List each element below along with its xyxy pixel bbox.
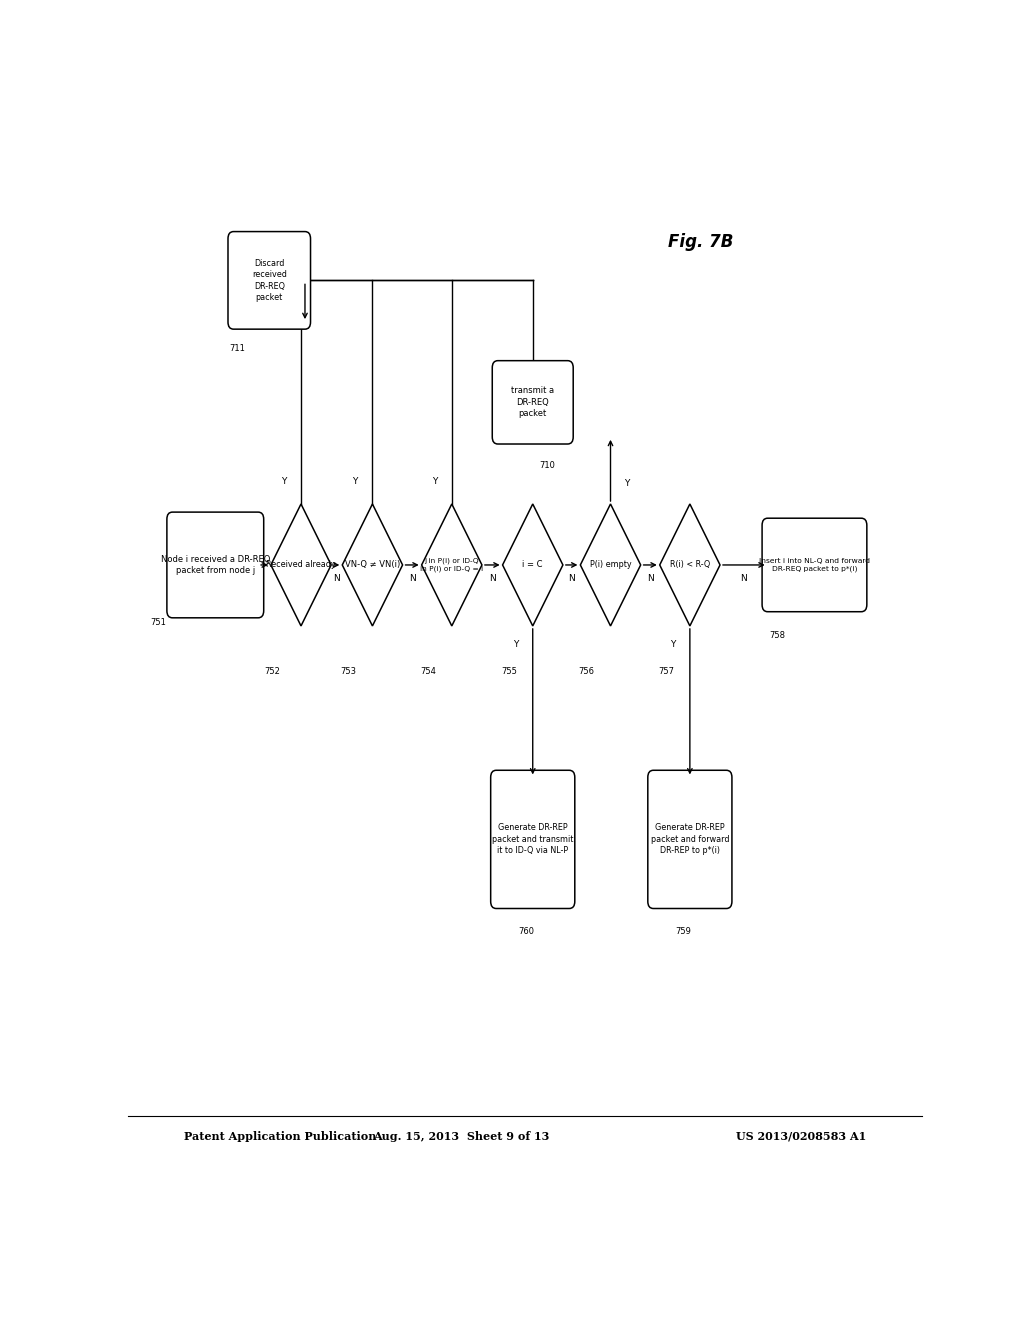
Text: Fig. 7B: Fig. 7B — [668, 232, 733, 251]
Text: 753: 753 — [341, 667, 356, 676]
Text: 710: 710 — [539, 461, 555, 470]
Text: 756: 756 — [579, 667, 595, 676]
Text: Patent Application Publication: Patent Application Publication — [183, 1131, 376, 1142]
Text: Generate DR-REP
packet and transmit
it to ID-Q via NL-P: Generate DR-REP packet and transmit it t… — [493, 824, 573, 855]
Text: Discard
received
DR-REQ
packet: Discard received DR-REQ packet — [252, 259, 287, 302]
Text: 758: 758 — [769, 631, 785, 640]
FancyBboxPatch shape — [228, 231, 310, 329]
Text: Node i received a DR-REQ
packet from node j: Node i received a DR-REQ packet from nod… — [161, 554, 270, 576]
Polygon shape — [422, 504, 482, 626]
Polygon shape — [659, 504, 720, 626]
FancyBboxPatch shape — [167, 512, 264, 618]
Text: US 2013/0208583 A1: US 2013/0208583 A1 — [736, 1131, 866, 1142]
Text: 754: 754 — [420, 667, 436, 676]
Text: N: N — [647, 574, 653, 582]
Polygon shape — [581, 504, 641, 626]
Text: Insert i into NL-Q and forward
DR-REQ packet to p*(i): Insert i into NL-Q and forward DR-REQ pa… — [759, 558, 870, 572]
FancyBboxPatch shape — [493, 360, 573, 444]
Text: 755: 755 — [501, 667, 517, 676]
Text: 760: 760 — [518, 928, 535, 936]
Text: P(i) empty: P(i) empty — [590, 561, 632, 569]
Text: Aug. 15, 2013  Sheet 9 of 13: Aug. 15, 2013 Sheet 9 of 13 — [373, 1131, 550, 1142]
Text: 752: 752 — [264, 667, 281, 676]
Text: R(i) < R-Q: R(i) < R-Q — [670, 561, 710, 569]
Text: Y: Y — [281, 477, 287, 486]
Text: i = C: i = C — [522, 561, 543, 569]
Text: 711: 711 — [229, 345, 246, 352]
Text: N: N — [488, 574, 496, 582]
Text: N: N — [409, 574, 416, 582]
Text: Generate DR-REP
packet and forward
DR-REP to p*(i): Generate DR-REP packet and forward DR-RE… — [650, 824, 729, 855]
Text: VN-Q ≠ VN(i): VN-Q ≠ VN(i) — [345, 561, 400, 569]
Text: 759: 759 — [676, 928, 691, 936]
Text: transmit a
DR-REQ
packet: transmit a DR-REQ packet — [511, 387, 554, 418]
Text: Y: Y — [513, 640, 518, 648]
Text: N: N — [568, 574, 575, 582]
Text: Y: Y — [670, 640, 675, 648]
FancyBboxPatch shape — [762, 519, 867, 611]
Text: Y: Y — [352, 477, 357, 486]
Text: 751: 751 — [151, 618, 166, 627]
Text: Y: Y — [624, 479, 629, 488]
Text: Received already: Received already — [266, 561, 336, 569]
Polygon shape — [503, 504, 563, 626]
Text: N: N — [334, 574, 340, 582]
Polygon shape — [342, 504, 402, 626]
Text: N: N — [740, 574, 748, 582]
FancyBboxPatch shape — [490, 771, 574, 908]
FancyBboxPatch shape — [648, 771, 732, 908]
Text: Y: Y — [432, 477, 437, 486]
Text: j in P(i) or ID-Q
in P(i) or ID-Q = i: j in P(i) or ID-Q in P(i) or ID-Q = i — [420, 558, 483, 572]
Polygon shape — [270, 504, 331, 626]
Text: 757: 757 — [658, 667, 674, 676]
